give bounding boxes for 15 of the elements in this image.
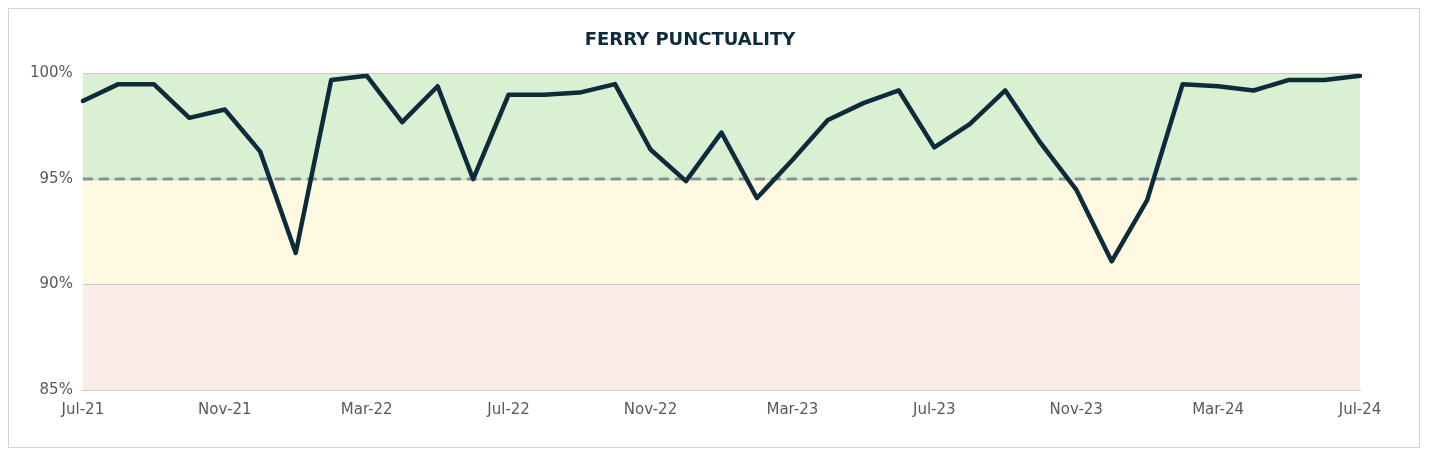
y-tick-label: 90%: [39, 274, 73, 293]
x-tick-label: Jul-24: [1337, 399, 1382, 418]
y-tick-label: 100%: [29, 63, 73, 82]
x-tick-label: Nov-21: [198, 399, 252, 418]
chart-title: FERRY PUNCTUALITY: [584, 28, 797, 50]
x-tick-label: Nov-22: [623, 399, 678, 418]
x-tick-label: Mar-24: [1192, 399, 1245, 418]
x-tick-label: Mar-23: [766, 399, 819, 418]
y-tick-label: 95%: [39, 168, 73, 187]
x-tick-label: Jul-23: [911, 399, 956, 418]
x-tick-label: Jul-21: [60, 399, 105, 418]
x-tick-label: Nov-23: [1049, 399, 1103, 418]
x-tick-label: Jul-22: [486, 399, 530, 418]
x-tick-label: Mar-22: [340, 399, 393, 418]
y-tick-label: 85%: [39, 379, 73, 398]
